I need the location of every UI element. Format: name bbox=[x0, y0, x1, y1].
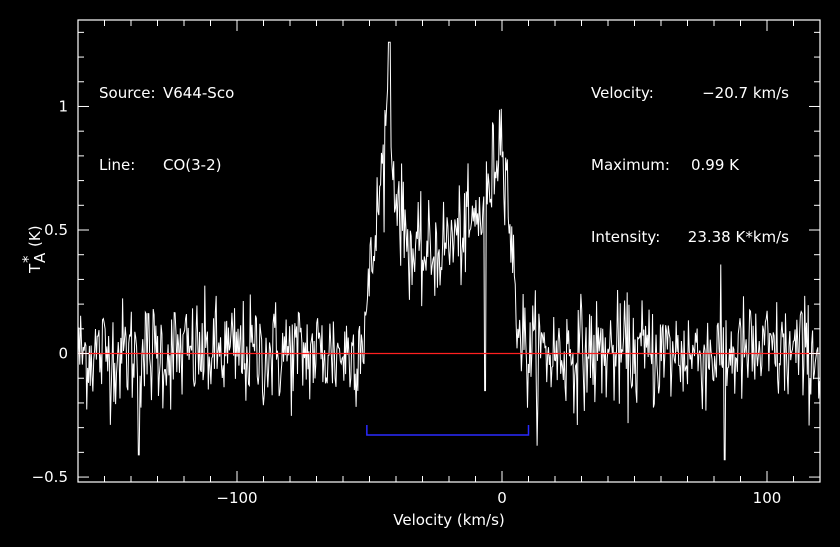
intensity-row: Intensity: 23.38 K*km/s bbox=[591, 225, 789, 249]
maximum-value: 0.99 K bbox=[691, 156, 740, 174]
y-axis-label-sup: * bbox=[19, 255, 37, 263]
y-tick-label: 0.5 bbox=[44, 221, 68, 239]
integration-window bbox=[366, 425, 530, 436]
source-label: Source: bbox=[99, 84, 156, 102]
spectrum-layer bbox=[77, 41, 821, 461]
source-value: V644-Sco bbox=[163, 84, 235, 102]
x-tick-label: 100 bbox=[753, 489, 782, 507]
x-axis-label: Velocity (km/s) bbox=[393, 511, 504, 529]
ticks-layer bbox=[78, 20, 821, 482]
labels-layer: −100 0 100 −0.5 0 0.5 1 bbox=[32, 97, 782, 507]
y-axis-label: T A * (K) bbox=[19, 225, 49, 274]
y-tick-label: 1 bbox=[58, 97, 68, 115]
velocity-row: Velocity: −20.7 km/s bbox=[591, 81, 789, 105]
y-axis-label-sub: A bbox=[31, 252, 49, 263]
line-label: Line: bbox=[99, 156, 136, 174]
y-axis-label-unit: (K) bbox=[26, 225, 44, 247]
y-axis-label-T: T bbox=[26, 263, 44, 274]
intensity-label: Intensity: bbox=[591, 228, 661, 246]
line-stats: Velocity: −20.7 km/s Maximum: 0.99 K Inten… bbox=[591, 33, 789, 273]
y-tick-label: −0.5 bbox=[32, 468, 68, 486]
intensity-value: 23.38 K*km/s bbox=[687, 228, 789, 246]
x-tick-label: −100 bbox=[216, 489, 257, 507]
maximum-row: Maximum: 0.99 K bbox=[591, 153, 789, 177]
x-tick-label: 0 bbox=[497, 489, 507, 507]
spectrum-line bbox=[77, 41, 821, 461]
line-value: CO(3-2) bbox=[163, 156, 222, 174]
maximum-label: Maximum: bbox=[591, 156, 670, 174]
source-info: Source: V644-Sco Line: CO(3-2) bbox=[99, 33, 234, 201]
line-row: Line: CO(3-2) bbox=[99, 153, 234, 177]
velocity-label: Velocity: bbox=[591, 84, 654, 102]
y-tick-label: 0 bbox=[58, 345, 68, 363]
source-row: Source: V644-Sco bbox=[99, 81, 234, 105]
velocity-value: −20.7 km/s bbox=[702, 84, 789, 102]
overlay-layer bbox=[78, 352, 820, 436]
